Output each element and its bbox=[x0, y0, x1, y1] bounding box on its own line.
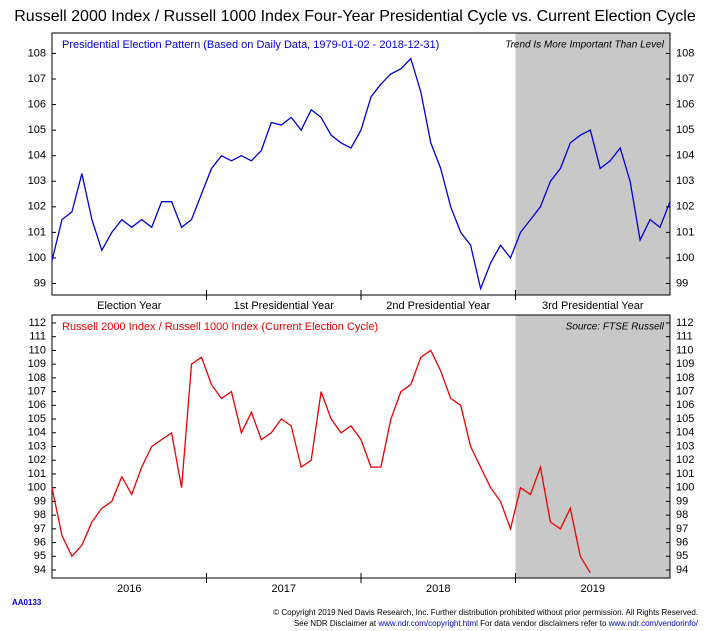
y-tick-label: 102 bbox=[676, 201, 694, 213]
y-tick-label: 109 bbox=[28, 358, 46, 370]
y-tick-label: 103 bbox=[676, 175, 694, 187]
y-tick-label: 106 bbox=[676, 98, 694, 110]
data-line bbox=[51, 57, 671, 291]
y-tick-label: 97 bbox=[34, 523, 46, 535]
chart-code: AA0133 bbox=[12, 598, 42, 607]
legend-label: Presidential Election Pattern (Based on … bbox=[62, 39, 439, 51]
disclaimer: See NDR Disclaimer at www.ndr.com/copyri… bbox=[294, 619, 699, 628]
y-tick-label: 100 bbox=[676, 252, 694, 264]
y-tick-label: 105 bbox=[28, 124, 46, 136]
y-tick-label: 96 bbox=[676, 536, 688, 548]
y-tick-label: 102 bbox=[676, 454, 694, 466]
chart-title: Russell 2000 Index / Russell 1000 Index … bbox=[14, 8, 696, 25]
y-tick-label: 99 bbox=[34, 495, 46, 507]
disclaimer-text: See NDR Disclaimer at bbox=[294, 619, 378, 628]
y-tick-label: 107 bbox=[676, 73, 694, 85]
y-tick-label: 99 bbox=[676, 495, 688, 507]
y-tick-label: 100 bbox=[28, 482, 46, 494]
y-tick-label: 105 bbox=[676, 413, 694, 425]
y-tick-label: 111 bbox=[29, 331, 46, 343]
y-tick-label: 100 bbox=[28, 252, 46, 264]
link[interactable]: www.ndr.com/copyright.html bbox=[377, 619, 478, 628]
y-tick-label: 97 bbox=[676, 523, 688, 535]
y-tick-label: 101 bbox=[28, 468, 46, 480]
y-tick-label: 104 bbox=[28, 427, 46, 439]
y-tick-label: 106 bbox=[28, 399, 46, 411]
y-tick-label: 104 bbox=[676, 150, 694, 162]
y-tick-label: 110 bbox=[28, 344, 46, 356]
highlight-region bbox=[515, 315, 670, 578]
link[interactable]: www.ndr.com/vendorinfo/ bbox=[608, 619, 699, 628]
y-tick-label: 112 bbox=[28, 317, 46, 329]
legend-label: Russell 2000 Index / Russell 1000 Index … bbox=[62, 321, 378, 333]
y-tick-label: 105 bbox=[28, 413, 46, 425]
y-tick-label: 107 bbox=[28, 73, 46, 85]
y-tick-label: 94 bbox=[676, 564, 688, 576]
y-tick-label: 102 bbox=[28, 201, 46, 213]
y-tick-label: 99 bbox=[676, 277, 688, 289]
x-tick-label: 2nd Presidential Year bbox=[386, 300, 490, 312]
y-tick-label: 107 bbox=[676, 386, 694, 398]
y-tick-label: 106 bbox=[28, 98, 46, 110]
x-tick-label: Election Year bbox=[97, 300, 162, 312]
y-tick-label: 99 bbox=[34, 277, 46, 289]
y-tick-label: 105 bbox=[676, 124, 694, 136]
y-tick-label: 98 bbox=[34, 509, 46, 521]
y-tick-label: 104 bbox=[28, 150, 46, 162]
y-tick-label: 106 bbox=[676, 399, 694, 411]
disclaimer-text: For data vendor disclaimers refer to bbox=[478, 619, 609, 628]
y-tick-label: 101 bbox=[28, 226, 46, 238]
annotation: Source: FTSE Russell bbox=[566, 322, 665, 333]
y-tick-label: 107 bbox=[28, 386, 46, 398]
y-tick-label: 94 bbox=[34, 564, 46, 576]
y-tick-label: 104 bbox=[676, 427, 694, 439]
x-tick-label: 2016 bbox=[117, 583, 141, 595]
y-tick-label: 102 bbox=[28, 454, 46, 466]
annotation: Trend Is More Important Than Level bbox=[505, 40, 665, 51]
y-tick-label: 95 bbox=[676, 550, 688, 562]
y-tick-label: 103 bbox=[676, 440, 694, 452]
y-tick-label: 98 bbox=[676, 509, 688, 521]
y-tick-label: 110 bbox=[676, 344, 694, 356]
y-tick-label: 101 bbox=[676, 226, 694, 238]
y-tick-label: 103 bbox=[28, 175, 46, 187]
x-tick-label: 2019 bbox=[581, 583, 605, 595]
x-tick-label: 3rd Presidential Year bbox=[542, 300, 644, 312]
y-tick-label: 108 bbox=[28, 372, 46, 384]
y-tick-label: 96 bbox=[34, 536, 46, 548]
y-tick-label: 112 bbox=[676, 317, 694, 329]
y-tick-label: 95 bbox=[34, 550, 46, 562]
y-tick-label: 108 bbox=[676, 372, 694, 384]
y-tick-label: 100 bbox=[676, 482, 694, 494]
y-tick-label: 101 bbox=[676, 468, 694, 480]
copyright: © Copyright 2019 Ned Davis Research, Inc… bbox=[273, 608, 698, 617]
x-tick-label: 2017 bbox=[272, 583, 296, 595]
data-line bbox=[51, 349, 591, 574]
x-tick-label: 2018 bbox=[426, 583, 450, 595]
y-tick-label: 108 bbox=[676, 47, 694, 59]
y-tick-label: 111 bbox=[676, 331, 693, 343]
y-tick-label: 109 bbox=[676, 358, 694, 370]
highlight-region bbox=[515, 33, 670, 295]
y-tick-label: 103 bbox=[28, 440, 46, 452]
y-tick-label: 108 bbox=[28, 47, 46, 59]
x-tick-label: 1st Presidential Year bbox=[234, 300, 335, 312]
